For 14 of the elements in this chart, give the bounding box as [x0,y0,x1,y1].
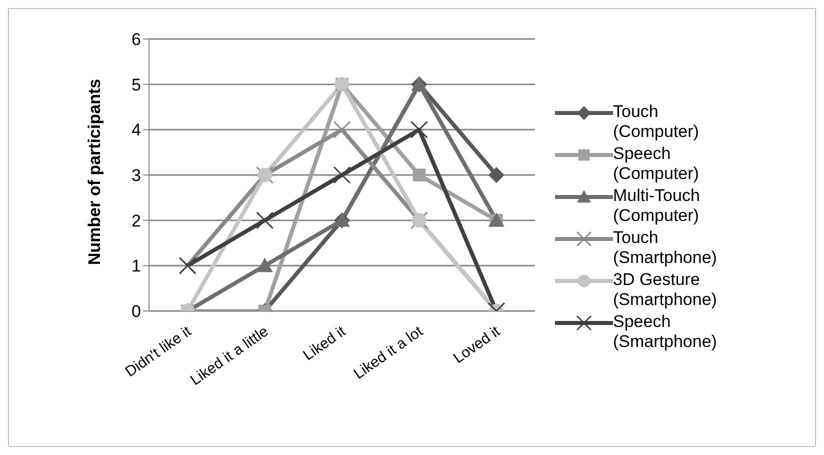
y-tick-label: 2 [132,211,141,230]
y-tick-label: 6 [132,30,141,50]
legend-label: 3D Gesture (Smartphone) [613,270,718,310]
y-tick-label: 0 [132,302,141,322]
legend-label: Multi-Touch (Computer) [613,186,701,226]
legend-label: Speech (Computer) [613,144,700,184]
y-axis-title: Number of participants [85,78,104,265]
y-tick-label: 5 [132,75,141,94]
y-tick-label: 3 [132,166,141,186]
legend-label: Touch (Smartphone) [613,228,718,268]
y-tick-label: 4 [132,120,141,140]
legend-label: Touch (Computer) [613,102,700,142]
y-tick-label: 1 [132,256,141,276]
legend-label: Speech (Smartphone) [613,312,718,352]
